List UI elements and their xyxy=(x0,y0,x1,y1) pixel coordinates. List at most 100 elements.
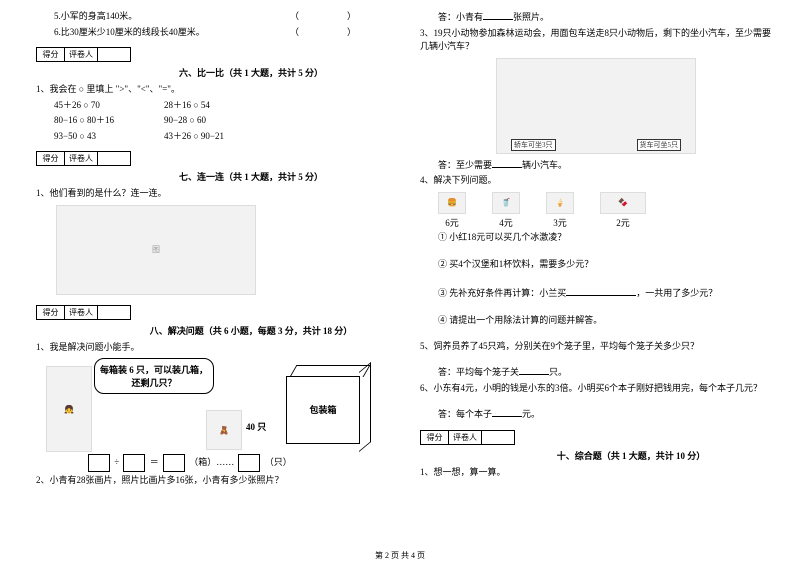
blank xyxy=(492,158,522,168)
q5: 5、饲养员养了45只鸡，分别关在9个笼子里，平均每个笼子关多少只？ xyxy=(420,340,772,354)
food-row: 🍔 6元 🥤 4元 🍦 3元 🍫 2元 xyxy=(438,192,772,229)
q6: 6、小东有4元，小明的钱是小东的3倍。小明买6个本子刚好把钱用完，每个本子几元？ xyxy=(420,382,772,396)
q4-3b: ，一共用了多少元？ xyxy=(636,288,717,298)
section-10-title: 十、综合题（共 1 大题，共计 10 分） xyxy=(490,449,772,462)
speech-bubble: 每箱装 6 只，可以装几箱，还剩几只？ xyxy=(94,358,214,394)
sec6-r3a: 93−50 ○ 43 xyxy=(36,130,126,144)
equation-row: ÷ ＝ （箱）…… （只） xyxy=(86,454,396,472)
score-box-10: 得分 评卷人 xyxy=(420,430,515,445)
q4-2: ② 买4个汉堡和1杯饮料，需要多少元？ xyxy=(420,258,772,272)
q4-4: ④ 请提出一个用除法计算的问题并解答。 xyxy=(420,314,772,328)
count-40: 40 只 xyxy=(246,420,266,433)
ans1a: 答：小青有 xyxy=(438,12,483,22)
section-7-title: 七、连一连（共 1 大题，共计 5 分） xyxy=(106,170,396,183)
score-cell xyxy=(98,152,130,165)
price-3: 3元 xyxy=(546,216,574,229)
q3: 3、19只小动物参加森林运动会，用面包车送走8只小动物后，剩下的坐小汽车，至少需… xyxy=(420,27,772,54)
score-cell xyxy=(98,48,130,61)
food-item-1: 🍔 6元 xyxy=(438,192,466,229)
sec7-image: 图 xyxy=(56,205,256,295)
box-shape: 包装箱 xyxy=(286,376,360,444)
box-label: 包装箱 xyxy=(287,403,359,416)
eq-eq: ＝ xyxy=(150,457,159,467)
q5-text: 5.小军的身高140米。 xyxy=(54,11,137,21)
grader-label: 评卷人 xyxy=(449,431,482,444)
question-6: 6.比30厘米少10厘米的线段长40厘米。 （ ） xyxy=(36,26,396,40)
food-item-4: 🍫 2元 xyxy=(600,192,646,229)
ans6a: 答：每个本子 xyxy=(438,409,492,419)
q5-paren: （ ） xyxy=(272,10,366,24)
price-4: 2元 xyxy=(600,216,646,229)
blank xyxy=(519,365,549,375)
sec6-r2a: 80−16 ○ 80＋16 xyxy=(36,114,126,128)
score-cell xyxy=(98,306,130,319)
blank xyxy=(566,286,636,296)
sec10-q1: 1、想一想，算一算。 xyxy=(420,466,772,480)
sec8-q2: 2、小青有28张画片，照片比画片多16张，小青有多少张照片？ xyxy=(36,474,396,488)
price-2: 4元 xyxy=(492,216,520,229)
section-8-title: 八、解决问题（共 6 小题，每题 3 分，共计 18 分） xyxy=(106,324,396,337)
food-item-2: 🥤 4元 xyxy=(492,192,520,229)
eq-box xyxy=(238,454,260,472)
eq-unit1: （箱）…… xyxy=(189,457,234,467)
sec6-q1: 1、我会在 ○ 里填上 ">"、"<"、"="。 xyxy=(36,83,396,97)
grader-label: 评卷人 xyxy=(65,48,98,61)
grader-label: 评卷人 xyxy=(65,152,98,165)
score-label: 得分 xyxy=(421,431,449,444)
blank xyxy=(483,10,513,20)
answer-line-1: 答：小青有 张照片。 xyxy=(420,10,772,25)
bus-label-right: 货车可坐5只 xyxy=(637,139,682,151)
q4-3: ③ 先补充好条件再计算：小兰买 ，一共用了多少元？ xyxy=(420,286,772,301)
girl-icon: 👧 xyxy=(46,366,92,452)
score-label: 得分 xyxy=(37,306,65,319)
answer-line-3: 答：至少需要 辆小汽车。 xyxy=(420,158,772,173)
score-box-8: 得分 评卷人 xyxy=(36,305,131,320)
ans6b: 元。 xyxy=(522,409,540,419)
chocolate-icon: 🍫 xyxy=(600,192,646,214)
sec8-figure: 👧 每箱装 6 只，可以装几箱，还剩几只？ 🧸 40 只 包装箱 xyxy=(46,358,396,450)
score-box-6: 得分 评卷人 xyxy=(36,47,131,62)
q6-text: 6.比30厘米少10厘米的线段长40厘米。 xyxy=(54,27,205,37)
sec6-row2: 80−16 ○ 80＋16 90−28 ○ 60 xyxy=(36,114,396,128)
score-cell xyxy=(482,431,514,444)
ans3b: 辆小汽车。 xyxy=(522,160,567,170)
score-box-7: 得分 评卷人 xyxy=(36,151,131,166)
ans3a: 答：至少需要 xyxy=(438,160,492,170)
sec6-row3: 93−50 ○ 43 43＋26 ○ 90−21 xyxy=(36,130,396,144)
question-5: 5.小军的身高140米。 （ ） xyxy=(36,10,396,24)
answer-line-5: 答：平均每个笼子关 只。 xyxy=(420,365,772,380)
score-label: 得分 xyxy=(37,152,65,165)
food-item-3: 🍦 3元 xyxy=(546,192,574,229)
bus-label-left: 轿车可坐3只 xyxy=(511,139,556,151)
sec6-r1a: 45＋26 ○ 70 xyxy=(36,99,126,113)
score-label: 得分 xyxy=(37,48,65,61)
burger-icon: 🍔 xyxy=(438,192,466,214)
q6-paren: （ ） xyxy=(272,26,366,40)
toy-icon: 🧸 xyxy=(206,410,242,450)
ans5a: 答：平均每个笼子关 xyxy=(438,367,519,377)
sec7-q1: 1、他们看到的是什么？连一连。 xyxy=(36,187,396,201)
section-6-title: 六、比一比（共 1 大题，共计 5 分） xyxy=(106,66,396,79)
blank xyxy=(492,407,522,417)
eq-box xyxy=(163,454,185,472)
sec6-row1: 45＋26 ○ 70 28＋16 ○ 54 xyxy=(36,99,396,113)
q4: 4、解决下列问题。 xyxy=(420,174,772,188)
ans5b: 只。 xyxy=(549,367,567,377)
q4-3a: ③ 先补充好条件再计算：小兰买 xyxy=(438,288,566,298)
eq-box xyxy=(88,454,110,472)
ans1b: 张照片。 xyxy=(513,12,549,22)
price-1: 6元 xyxy=(438,216,466,229)
sec6-r1b: 28＋16 ○ 54 xyxy=(146,99,236,113)
page-footer: 第 2 页 共 4 页 xyxy=(0,550,800,561)
right-column: 答：小青有 张照片。 3、19只小动物参加森林运动会，用面包车送走8只小动物后，剩… xyxy=(408,8,780,540)
eq-div: ÷ xyxy=(114,457,119,467)
grader-label: 评卷人 xyxy=(65,306,98,319)
q3-image: 轿车可坐3只 货车可坐5只 xyxy=(496,58,696,154)
eq-box xyxy=(123,454,145,472)
eq-unit2: （只） xyxy=(265,457,292,467)
sec6-r3b: 43＋26 ○ 90−21 xyxy=(146,130,236,144)
drink-icon: 🥤 xyxy=(492,192,520,214)
left-column: 5.小军的身高140米。 （ ） 6.比30厘米少10厘米的线段长40厘米。 （… xyxy=(36,8,408,540)
sec6-r2b: 90−28 ○ 60 xyxy=(146,114,236,128)
icecream-icon: 🍦 xyxy=(546,192,574,214)
